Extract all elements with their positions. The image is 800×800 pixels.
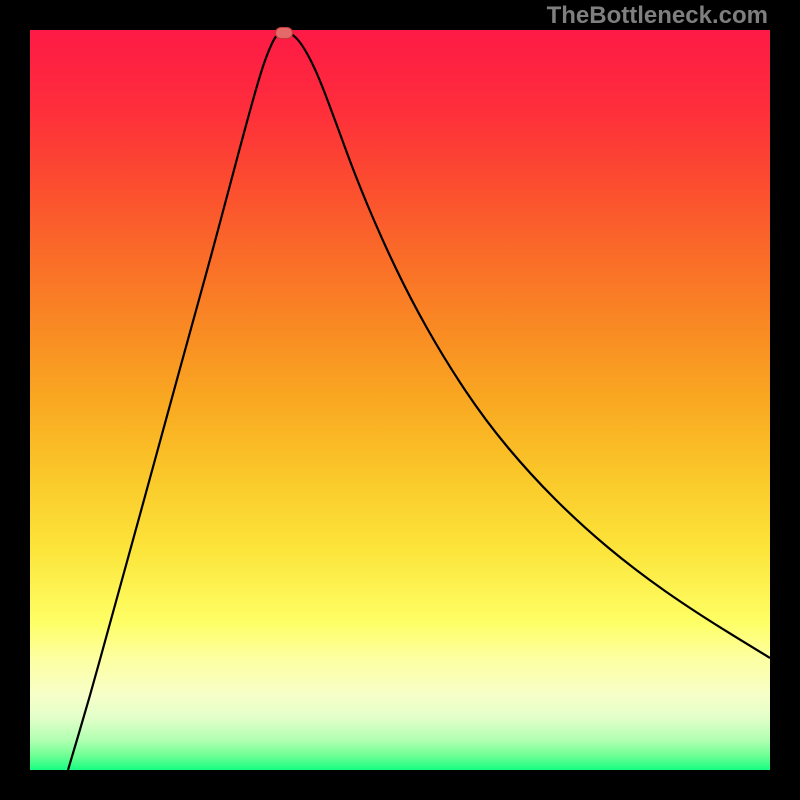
bottleneck-curve — [0, 0, 800, 800]
chart-frame: TheBottleneck.com — [0, 0, 800, 800]
optimum-marker — [275, 27, 293, 39]
curve-path — [68, 32, 770, 770]
watermark-text: TheBottleneck.com — [547, 2, 768, 30]
